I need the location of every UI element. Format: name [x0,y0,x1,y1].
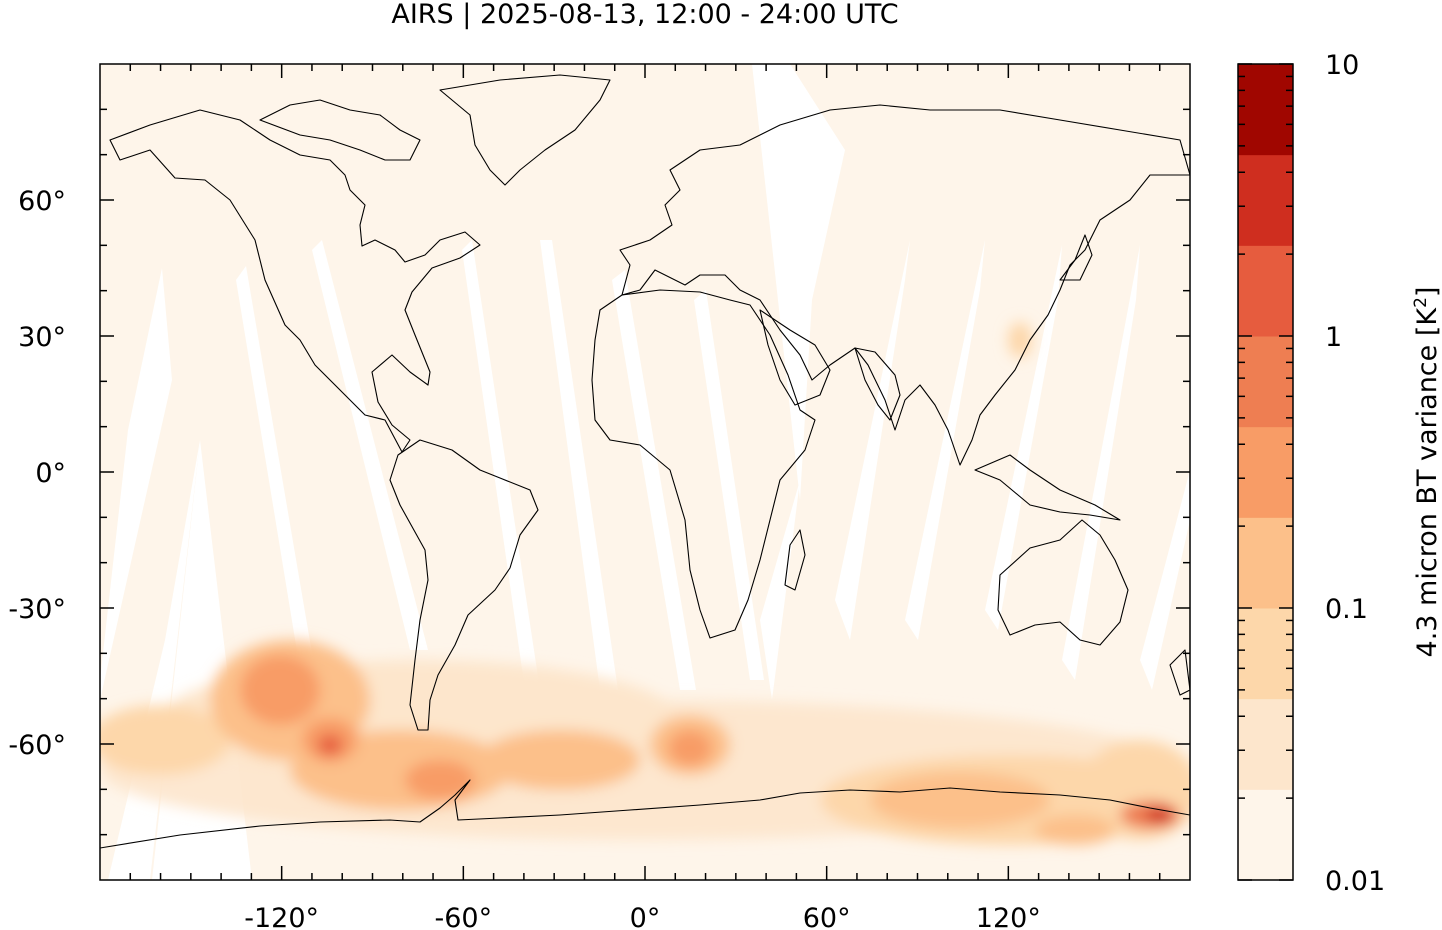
orbit-gap [760,480,800,700]
coastline-eurasia [619,104,1190,466]
variance-blob [668,730,712,766]
x-tick-label: 60° [803,903,851,930]
colorbar-label-superscript: 2 [1411,297,1431,308]
variance-blob [480,730,640,790]
coastline-indonesia [974,454,1121,521]
variance-blob [405,760,475,800]
orbit-gap [236,266,320,700]
coastline-japan [1059,234,1093,281]
variance-field [100,322,1190,845]
orbit-gap [1062,245,1140,680]
x-tick-label: -60° [435,903,493,930]
coastline-north-america [109,109,481,453]
x-tick-label: 120° [976,903,1041,930]
orbit-gap [1140,470,1190,690]
colorbar-label-main: 4.3 micron BT variance [K [1412,307,1442,658]
colorbar-label-end: ] [1412,287,1442,298]
coastline-arabia [759,309,831,406]
y-tick-label: 0° [35,458,66,489]
map-plot-area [100,64,1190,880]
orbit-gap [462,240,540,690]
colorbar-tick-label: 1 [1325,322,1342,353]
y-tick-label: 60° [18,186,66,217]
colorbar-band [1238,245,1293,337]
variance-blob [870,772,1050,828]
colorbar-tick-label: 0.01 [1325,866,1385,897]
variance-blob [100,705,230,775]
colorbar-frame [1237,63,1294,881]
colorbar-band [1238,64,1293,156]
colorbar-tick-labels: 10 1 0.1 0.01 [1325,50,1385,897]
y-tick-label: 30° [18,322,66,353]
orbit-gap [694,290,764,680]
colorbar-band [1238,154,1293,246]
colorbar-bands [1238,64,1293,881]
colorbar-band [1238,608,1293,700]
colorbar-band [1238,698,1293,790]
coastline-new-zealand [1169,649,1190,696]
colorbar-band [1238,517,1293,609]
orbit-gap [905,240,985,640]
coastline-greenland [439,74,611,186]
variance-blob [240,655,320,725]
x-tick-label: -120° [244,903,319,930]
orbit-gap [835,240,910,640]
coastline-africa [591,289,816,639]
coastline-antarctica [100,779,1190,849]
colorbar-band [1238,426,1293,518]
orbit-gap [612,270,696,690]
coastline-australia [997,519,1129,646]
colorbar-tick-label: 0.1 [1325,594,1368,625]
orbit-gap [540,240,618,690]
orbit-gaps [100,64,1190,880]
coastline-madagascar [784,529,806,591]
axis-labels: -120° -60° 0° 60° 120° 60° 30° 0° -30° -60° [8,186,1040,930]
y-tick-label: -60° [8,730,66,761]
variance-blob [1008,322,1032,358]
y-tick-label: -30° [8,594,66,625]
variance-blob [318,735,342,755]
colorbar-ticks [1238,63,1293,881]
variance-blob [1035,815,1115,845]
coastline-arctic-islands [259,99,421,161]
coastline-south-america [389,439,539,731]
orbit-gap [100,268,172,700]
colorbar-tick-label: 10 [1325,50,1359,81]
orbit-gap [985,245,1062,630]
coastline-india [854,347,901,421]
orbit-gap [312,240,428,650]
colorbar-band [1238,789,1293,881]
map-title: AIRS | 2025-08-13, 12:00 - 24:00 UTC [391,0,899,30]
axis-ticks [100,64,1190,880]
colorbar-band [1238,336,1293,428]
orbit-gap [752,64,845,500]
colorbar-label: 4.3 micron BT variance [K2] [1411,287,1442,658]
x-tick-label: 0° [630,903,661,930]
coastlines [100,74,1190,849]
